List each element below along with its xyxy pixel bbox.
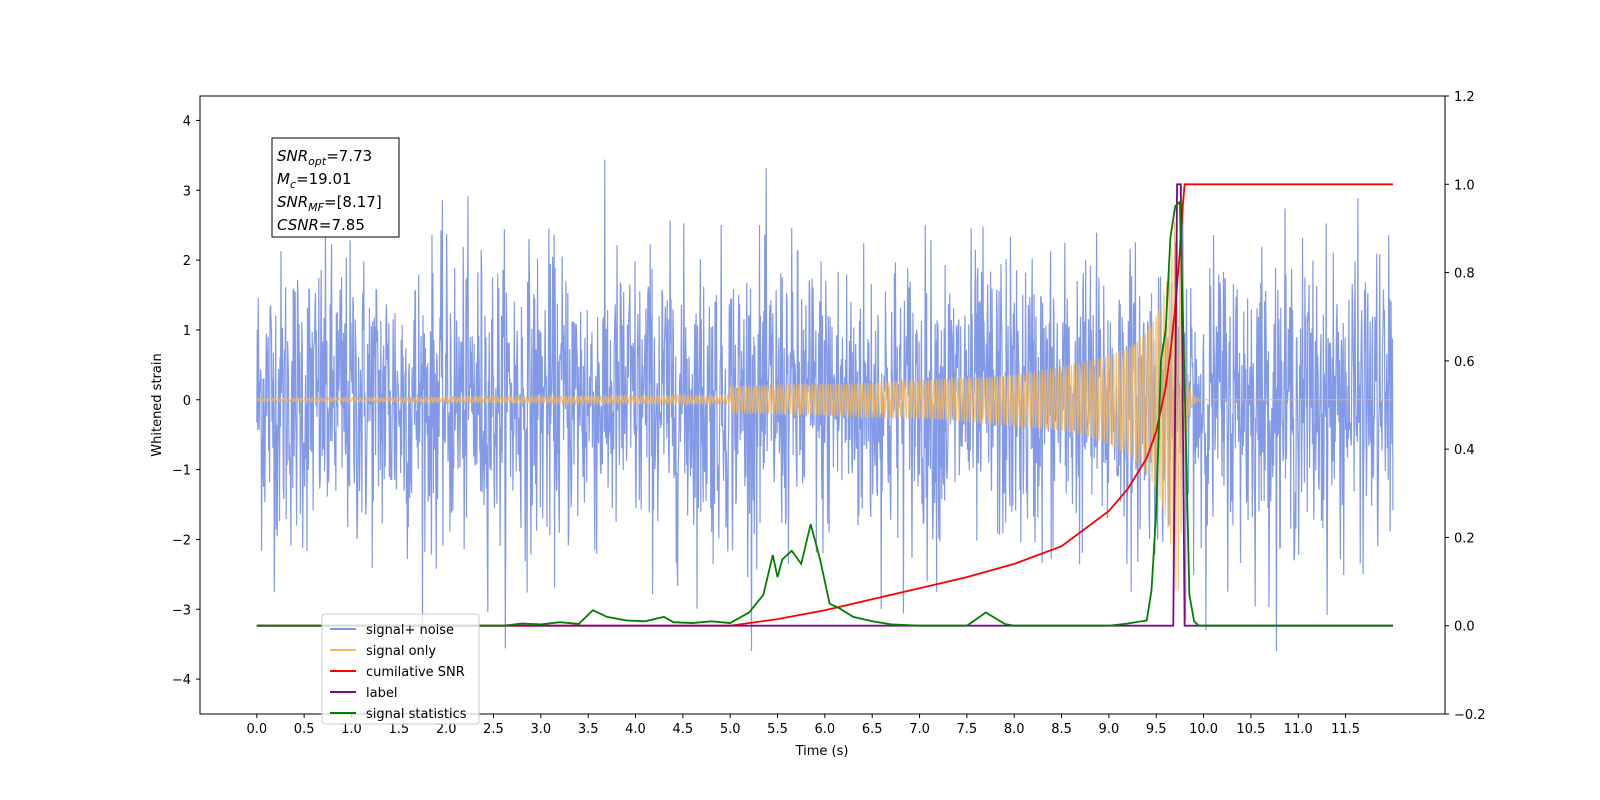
y-right-tick-label: 1.0 <box>1454 178 1475 193</box>
x-tick-label: 3.0 <box>530 722 551 737</box>
stats-annotation-line: SNRMF=[8.17] <box>277 193 382 214</box>
x-tick-label: 4.5 <box>673 722 694 737</box>
y-left-tick-label: −3 <box>172 603 191 618</box>
series-cumulative-snr <box>256 183 1393 627</box>
x-tick-label: 1.0 <box>341 722 362 737</box>
x-tick-label: 8.5 <box>1051 722 1072 737</box>
plot-frame <box>199 95 1446 715</box>
y-right-tick-label: 0.0 <box>1454 620 1475 635</box>
y-left-tick-label: −1 <box>172 464 191 479</box>
x-tick-label: 0.0 <box>246 722 267 737</box>
y-axis-label: Whitened strain <box>150 353 165 456</box>
legend-item-label: cumilative SNR <box>366 665 465 680</box>
x-tick-label: 5.5 <box>767 722 788 737</box>
x-tick-label: 7.5 <box>957 722 978 737</box>
series-signal-only <box>256 208 1393 591</box>
y-right-tick-label: 0.6 <box>1454 355 1475 370</box>
y-left-tick-label: −4 <box>172 673 191 688</box>
x-tick-label: 10.0 <box>1189 722 1218 737</box>
x-tick-label: 2.0 <box>436 722 457 737</box>
series-signal-plus-noise <box>256 159 1394 652</box>
x-tick-label: 5.0 <box>720 722 741 737</box>
x-tick-label: 9.0 <box>1099 722 1120 737</box>
x-tick-label: 6.5 <box>862 722 883 737</box>
stats-annotation-frame <box>271 137 400 238</box>
legend-frame <box>321 613 480 725</box>
x-tick-label: 0.5 <box>294 722 315 737</box>
y-right-tick-label: 0.4 <box>1454 443 1475 458</box>
x-tick-label: 6.0 <box>815 722 836 737</box>
x-axis-label: Time (s) <box>795 744 849 759</box>
stats-annotation-line: Mc=19.01 <box>277 170 352 191</box>
stats-annotation-line: CSNR=7.85 <box>277 216 365 234</box>
x-tick-label: 9.5 <box>1146 722 1167 737</box>
x-tick-label: 7.0 <box>909 722 930 737</box>
stats-annotation-line: SNRopt=7.73 <box>277 147 372 168</box>
y-right-axis-ticks: −0.2 0.0 0.2 0.4 0.6 0.8 1.0 1.2 <box>1445 90 1486 723</box>
y-left-tick-label: 0 <box>183 394 191 409</box>
y-left-tick-label: −2 <box>172 533 191 548</box>
legend-item-label: signal+ noise <box>366 623 454 638</box>
series-layer <box>256 159 1394 652</box>
y-right-tick-label: 1.2 <box>1454 90 1475 105</box>
legend-item-label: label <box>366 686 397 701</box>
y-left-tick-label: 3 <box>183 184 191 199</box>
x-tick-label: 11.0 <box>1284 722 1313 737</box>
y-left-tick-label: 4 <box>183 114 191 129</box>
y-left-tick-label: 1 <box>183 324 191 339</box>
x-tick-label: 11.5 <box>1331 722 1360 737</box>
y-right-tick-label: −0.2 <box>1454 708 1486 723</box>
x-axis-ticks: 0.0 0.5 1.0 1.5 2.0 2.5 3.0 3.5 4.0 4.5 5.0 5.5 6.0 6… <box>246 714 1360 737</box>
legend-item-label: signal only <box>366 644 436 659</box>
y-left-tick-label: 2 <box>183 254 191 269</box>
y-right-tick-label: 0.8 <box>1454 267 1475 282</box>
x-tick-label: 3.5 <box>578 722 599 737</box>
legend: signal+ noise signal only cumilative SNR la… <box>321 613 480 725</box>
x-tick-label: 2.5 <box>483 722 504 737</box>
x-tick-label: 4.0 <box>625 722 646 737</box>
x-tick-label: 1.5 <box>388 722 409 737</box>
legend-item-label: signal statistics <box>366 707 467 722</box>
x-tick-label: 8.0 <box>1004 722 1025 737</box>
y-left-axis-ticks: −4 −3 −2 −1 0 1 2 3 4 <box>172 114 200 688</box>
y-right-tick-label: 0.2 <box>1454 531 1475 546</box>
series-signal-statistics <box>256 199 1393 627</box>
x-tick-label: 10.5 <box>1236 722 1265 737</box>
